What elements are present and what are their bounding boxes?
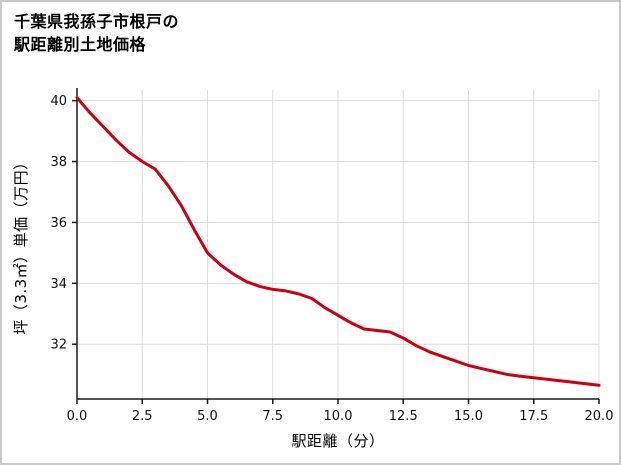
x-tick-label: 20.0 bbox=[585, 409, 614, 424]
x-tick-label: 17.5 bbox=[519, 409, 548, 424]
y-tick-label: 36 bbox=[50, 216, 67, 231]
y-tick-label: 38 bbox=[50, 155, 67, 170]
price-line-series bbox=[75, 96, 601, 387]
y-tick-label: 34 bbox=[50, 277, 67, 292]
x-tick-label: 0.0 bbox=[67, 409, 88, 424]
y-axis-label: 坪（3.3㎡）単価（万円） bbox=[12, 154, 30, 334]
x-tick-label: 2.5 bbox=[132, 409, 153, 424]
chart-title: 千葉県我孫子市根戸の 駅距離別土地価格 bbox=[14, 10, 179, 56]
x-axis-label: 駅距離（分） bbox=[291, 432, 384, 450]
x-tick-label: 7.5 bbox=[262, 409, 283, 424]
chart-title-line2: 駅距離別土地価格 bbox=[14, 35, 147, 54]
y-tick-label: 32 bbox=[50, 338, 67, 353]
x-tick-label: 5.0 bbox=[197, 409, 218, 424]
y-tick-label: 40 bbox=[50, 94, 67, 109]
x-tick-label: 15.0 bbox=[454, 409, 483, 424]
chart-title-line1: 千葉県我孫子市根戸の bbox=[14, 12, 180, 31]
x-tick-label: 12.5 bbox=[389, 409, 418, 424]
x-tick-label: 10.0 bbox=[324, 409, 353, 424]
